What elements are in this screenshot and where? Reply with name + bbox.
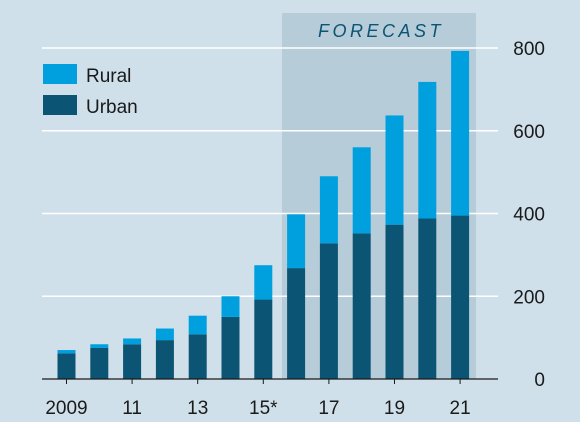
y-tick-label: 600	[513, 122, 545, 143]
bar-urban	[221, 316, 240, 379]
bar-rural	[123, 338, 142, 345]
bar-rural	[57, 350, 76, 354]
bar-rural	[352, 147, 371, 234]
x-tick-label: 21	[450, 398, 471, 419]
forecast-label: FORECAST	[318, 21, 444, 41]
x-tick-label: 13	[187, 398, 208, 419]
bar-rural	[90, 344, 109, 348]
legend-swatch-urban	[43, 95, 77, 115]
legend-label-urban: Urban	[86, 97, 138, 118]
bar-urban	[352, 233, 371, 379]
bar-urban	[319, 243, 338, 379]
y-tick-label: 0	[534, 370, 545, 391]
x-tick-label: 17	[318, 398, 339, 419]
bar-rural	[451, 50, 470, 216]
bar-urban	[188, 334, 207, 379]
x-tick-label: 19	[384, 398, 405, 419]
y-tick-label: 200	[513, 287, 545, 308]
bar-rural	[319, 176, 338, 244]
bar-rural	[385, 115, 404, 225]
bar-rural	[418, 81, 437, 219]
x-axis-tick-labels: 2009 11 13 15* 17 19 21	[45, 379, 471, 419]
bar-urban	[287, 268, 306, 379]
bar-rural	[188, 315, 207, 335]
y-tick-label: 400	[513, 205, 545, 226]
forecast-band	[282, 13, 476, 379]
x-tick-label: 2009	[45, 398, 87, 419]
x-tick-label: 11	[122, 398, 142, 419]
bar-urban	[155, 340, 174, 379]
bar-rural	[254, 265, 273, 300]
bar-urban	[418, 218, 437, 379]
bar-urban	[57, 353, 76, 379]
bar-urban	[385, 224, 404, 379]
bar-urban	[451, 215, 470, 379]
bar-urban	[254, 299, 273, 379]
y-tick-label: 800	[513, 39, 545, 60]
y-axis-tick-labels: 0 200 400 600 800	[513, 39, 545, 391]
bar-rural	[155, 328, 174, 341]
x-tick-label: 15*	[249, 398, 278, 419]
legend: Rural Urban	[43, 64, 138, 118]
bar-urban	[123, 344, 142, 379]
bar-rural	[221, 296, 240, 317]
legend-swatch-rural	[43, 64, 77, 84]
legend-label-rural: Rural	[86, 66, 131, 87]
bars	[57, 50, 470, 379]
bar-urban	[90, 347, 109, 379]
bar-rural	[287, 214, 306, 269]
